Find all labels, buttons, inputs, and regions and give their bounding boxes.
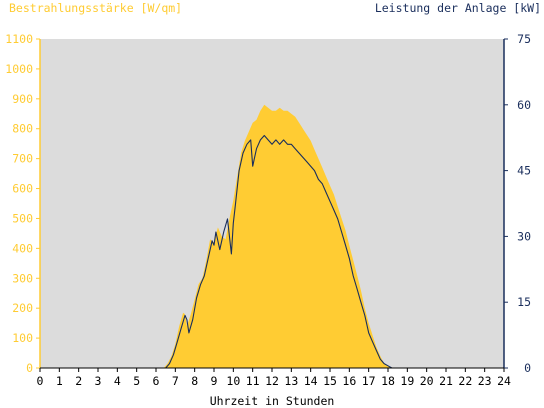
right-tick-label: 0	[524, 361, 531, 375]
right-tick-label: 15	[517, 295, 531, 309]
x-tick-label: 0	[37, 374, 44, 388]
x-axis-title: Uhrzeit in Stunden	[210, 394, 335, 408]
right-tick-label: 30	[517, 229, 531, 243]
x-tick-label: 22	[458, 374, 472, 388]
left-tick-label: 500	[12, 211, 33, 225]
power-line	[40, 134, 504, 369]
left-tick-label: 900	[12, 92, 33, 106]
x-tick-label: 19	[400, 374, 414, 388]
left-tick-label: 600	[12, 182, 33, 196]
x-tick-label: 13	[284, 374, 298, 388]
x-tick-label: 24	[497, 374, 511, 388]
left-tick-label: 700	[12, 152, 33, 166]
x-tick-label: 16	[342, 374, 356, 388]
x-tick-label: 8	[191, 374, 198, 388]
x-tick-label: 14	[304, 374, 318, 388]
left-tick-label: 1100	[5, 32, 33, 46]
x-tick-label: 11	[246, 374, 260, 388]
right-axis-title: Leistung der Anlage [kW]	[375, 1, 541, 15]
left-axis-title: Bestrahlungsstärke [W/qm]	[9, 1, 182, 15]
x-tick-label: 2	[75, 374, 82, 388]
left-tick-label: 100	[12, 331, 33, 345]
axes-layer: 0100200300400500600700800900100011000153…	[5, 32, 531, 388]
x-tick-label: 18	[381, 374, 395, 388]
right-tick-label: 60	[517, 98, 531, 112]
x-tick-label: 21	[439, 374, 453, 388]
series-layer	[40, 104, 504, 369]
x-tick-label: 9	[211, 374, 218, 388]
right-tick-label: 45	[517, 164, 531, 178]
irradiance-area	[40, 104, 504, 369]
left-tick-label: 400	[12, 241, 33, 255]
right-tick-label: 75	[517, 32, 531, 46]
x-tick-label: 20	[420, 374, 434, 388]
x-tick-label: 23	[478, 374, 492, 388]
x-tick-label: 1	[56, 374, 63, 388]
x-tick-label: 7	[172, 374, 179, 388]
left-tick-label: 200	[12, 301, 33, 315]
x-tick-label: 10	[226, 374, 240, 388]
left-tick-label: 0	[26, 361, 33, 375]
left-tick-label: 300	[12, 271, 33, 285]
x-tick-label: 6	[153, 374, 160, 388]
x-tick-label: 17	[362, 374, 376, 388]
left-tick-label: 800	[12, 122, 33, 136]
x-tick-label: 3	[95, 374, 102, 388]
x-tick-label: 12	[265, 374, 279, 388]
x-tick-label: 4	[114, 374, 121, 388]
x-tick-label: 5	[133, 374, 140, 388]
left-tick-label: 1000	[5, 62, 33, 76]
x-tick-label: 15	[323, 374, 337, 388]
